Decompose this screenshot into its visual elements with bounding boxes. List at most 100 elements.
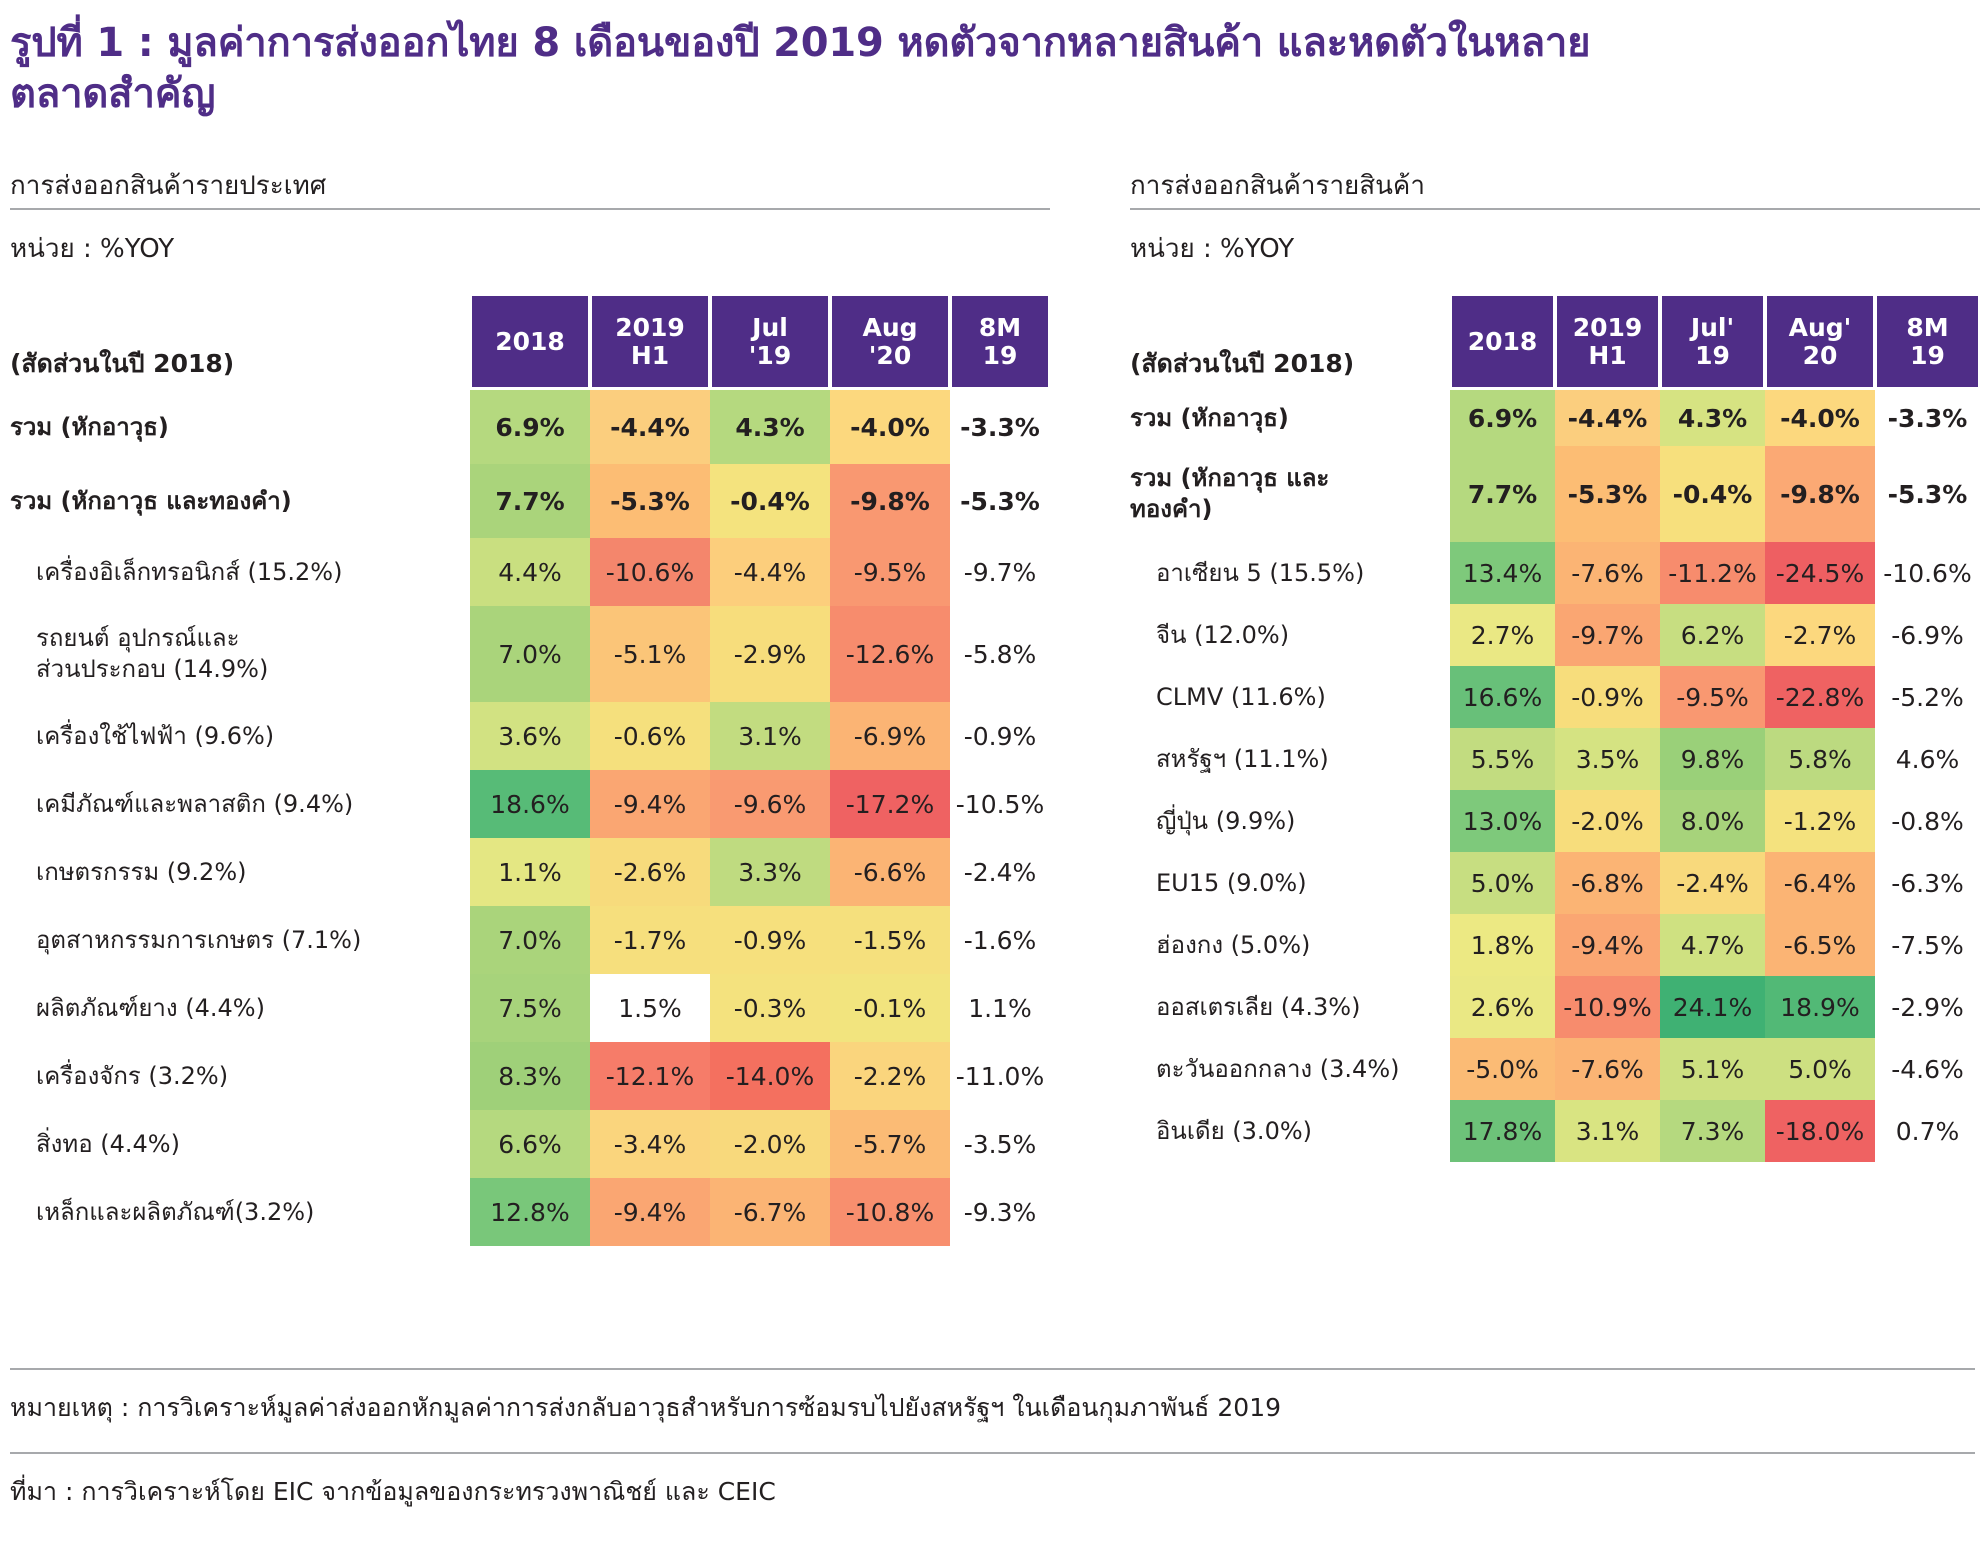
cell-value: -5.3% bbox=[950, 464, 1050, 538]
table-corner-cell: (สัดส่วนในปี 2018) bbox=[10, 296, 470, 390]
cell-value: -4.4% bbox=[590, 390, 710, 464]
table-row: รวม (หักอาวุธ) 6.9% -4.4% 4.3% -4.0% -3.3% bbox=[1130, 390, 1980, 446]
cell-value: -3.5% bbox=[950, 1110, 1050, 1178]
table-corner-cell: (สัดส่วนในปี 2018) bbox=[1130, 296, 1450, 390]
cell-value: -9.8% bbox=[1765, 446, 1875, 542]
cell-value: -5.3% bbox=[590, 464, 710, 538]
table-row: เครื่องจักร (3.2%) 8.3% -12.1% -14.0% -2.2% -… bbox=[10, 1042, 1050, 1110]
cell-value: -2.4% bbox=[950, 838, 1050, 906]
cell-value: -6.9% bbox=[1875, 604, 1980, 666]
cell-value: -2.6% bbox=[590, 838, 710, 906]
cell-value: -2.2% bbox=[830, 1042, 950, 1110]
source-text: ที่มา : การวิเคราะห์โดย EIC จากข้อมูลของ… bbox=[10, 1477, 776, 1506]
cell-value: -22.8% bbox=[1765, 666, 1875, 728]
cell-value: -0.9% bbox=[1555, 666, 1660, 728]
cell-value: -2.0% bbox=[1555, 790, 1660, 852]
share-year-label: (สัดส่วนในปี 2018) bbox=[1130, 349, 1355, 379]
column-header-1: 2018 bbox=[470, 296, 590, 390]
left-panel-subtitle: การส่งออกสินค้ารายประเทศ bbox=[10, 171, 327, 201]
row-label: เกษตรกรรม (9.2%) bbox=[36, 857, 247, 886]
row-label: ญี่ปุ่น (9.9%) bbox=[1156, 806, 1296, 835]
cell-value: -9.4% bbox=[590, 1178, 710, 1246]
table-row: อาเซียน 5 (15.5%) 13.4% -7.6% -11.2% -24.5% -… bbox=[1130, 542, 1980, 604]
table-row: อุตสาหกรรมการเกษตร (7.1%) 7.0% -1.7% -0.9% -… bbox=[10, 906, 1050, 974]
table-row: เกษตรกรรม (9.2%) 1.1% -2.6% 3.3% -6.6% -2.4% bbox=[10, 838, 1050, 906]
row-label: เครื่องอิเล็กทรอนิกส์ (15.2%) bbox=[36, 557, 343, 586]
cell-value: -7.6% bbox=[1555, 542, 1660, 604]
cell-value: -6.8% bbox=[1555, 852, 1660, 914]
column-header-4: Aug'20 bbox=[830, 296, 950, 390]
cell-value: 4.4% bbox=[470, 538, 590, 606]
table-row: ออสเตรเลีย (4.3%) 2.6% -10.9% 24.1% 18.9% -2.… bbox=[1130, 976, 1980, 1038]
cell-value: -5.2% bbox=[1875, 666, 1980, 728]
cell-value: 0.7% bbox=[1875, 1100, 1980, 1162]
table-row: รถยนต์ อุปกรณ์และ ส่วนประกอบ (14.9%) 7.0% -… bbox=[10, 606, 1050, 702]
cell-value: 13.4% bbox=[1450, 542, 1555, 604]
row-label: อินเดีย (3.0%) bbox=[1156, 1116, 1312, 1145]
table-row: CLMV (11.6%) 16.6% -0.9% -9.5% -22.8% -5.2% bbox=[1130, 666, 1980, 728]
left-table-body: รวม (หักอาวุธ) 6.9% -4.4% 4.3% -4.0% -3.3% รวม… bbox=[10, 390, 1050, 1246]
cell-value: -9.6% bbox=[710, 770, 830, 838]
cell-value: 8.3% bbox=[470, 1042, 590, 1110]
cell-value: -2.9% bbox=[710, 606, 830, 702]
cell-value: 7.0% bbox=[470, 606, 590, 702]
table-row: ตะวันออกกลาง (3.4%) -5.0% -7.6% 5.1% 5.0% -4.… bbox=[1130, 1038, 1980, 1100]
right-table-body: รวม (หักอาวุธ) 6.9% -4.4% 4.3% -4.0% -3.3% รวม… bbox=[1130, 390, 1980, 1162]
cell-value: -2.7% bbox=[1765, 604, 1875, 666]
cell-value: -10.5% bbox=[950, 770, 1050, 838]
row-label: ออสเตรเลีย (4.3%) bbox=[1156, 992, 1361, 1021]
cell-value: -24.5% bbox=[1765, 542, 1875, 604]
cell-value: -0.1% bbox=[830, 974, 950, 1042]
cell-value: -0.8% bbox=[1875, 790, 1980, 852]
cell-value: 6.9% bbox=[1450, 390, 1555, 446]
cell-value: -4.4% bbox=[1555, 390, 1660, 446]
cell-value: 24.1% bbox=[1660, 976, 1765, 1038]
cell-value: -6.7% bbox=[710, 1178, 830, 1246]
cell-value: -3.3% bbox=[950, 390, 1050, 464]
cell-value: 4.7% bbox=[1660, 914, 1765, 976]
cell-value: -4.4% bbox=[710, 538, 830, 606]
column-header-3: Jul'19 bbox=[1660, 296, 1765, 390]
cell-value: -11.2% bbox=[1660, 542, 1765, 604]
table-row: รวม (หักอาวุธ และทองคำ)7.7%-5.3%-0.4%-9.… bbox=[1130, 446, 1980, 542]
cell-value: 3.1% bbox=[1555, 1100, 1660, 1162]
cell-value: -2.4% bbox=[1660, 852, 1765, 914]
share-year-label: (สัดส่วนในปี 2018) bbox=[10, 349, 235, 379]
cell-value: 2.7% bbox=[1450, 604, 1555, 666]
cell-value: -2.0% bbox=[710, 1110, 830, 1178]
cell-value: 7.5% bbox=[470, 974, 590, 1042]
column-header-5: 8M 19 bbox=[950, 296, 1050, 390]
cell-value: -10.9% bbox=[1555, 976, 1660, 1038]
cell-value: 3.6% bbox=[470, 702, 590, 770]
cell-value: -0.9% bbox=[710, 906, 830, 974]
table-row: รวม (หักอาวุธ) 6.9% -4.4% 4.3% -4.0% -3.3% bbox=[10, 390, 1050, 464]
note-divider-top bbox=[10, 1368, 1975, 1370]
page-title: รูปที่ 1 : มูลค่าการส่งออกไทย 8 เดือนของ… bbox=[10, 20, 1591, 118]
cell-value: -10.6% bbox=[1875, 542, 1980, 604]
cell-value: -14.0% bbox=[710, 1042, 830, 1110]
column-header-3: Jul'19 bbox=[710, 296, 830, 390]
cell-value: -9.5% bbox=[830, 538, 950, 606]
cell-value: -0.4% bbox=[1660, 446, 1765, 542]
cell-value: -9.7% bbox=[1555, 604, 1660, 666]
cell-value: 13.0% bbox=[1450, 790, 1555, 852]
cell-value: -9.4% bbox=[590, 770, 710, 838]
note-divider-bottom bbox=[10, 1452, 1975, 1454]
table-row: สหรัฐฯ (11.1%) 5.5% 3.5% 9.8% 5.8% 4.6% bbox=[1130, 728, 1980, 790]
cell-value: -9.5% bbox=[1660, 666, 1765, 728]
cell-value: -12.1% bbox=[590, 1042, 710, 1110]
cell-value: -5.0% bbox=[1450, 1038, 1555, 1100]
cell-value: -9.8% bbox=[830, 464, 950, 538]
row-label: รวม (หักอาวุธ และทองคำ) bbox=[10, 486, 292, 515]
cell-value: -0.3% bbox=[710, 974, 830, 1042]
cell-value: -6.6% bbox=[830, 838, 950, 906]
cell-value: 7.7% bbox=[470, 464, 590, 538]
cell-value: -9.3% bbox=[950, 1178, 1050, 1246]
cell-value: -10.6% bbox=[590, 538, 710, 606]
cell-value: 1.1% bbox=[470, 838, 590, 906]
left-table-header: (สัดส่วนในปี 2018) 2018 2019 H1 Jul '19 Aug '20… bbox=[10, 296, 1050, 390]
cell-value: -6.4% bbox=[1765, 852, 1875, 914]
cell-value: 4.3% bbox=[710, 390, 830, 464]
cell-value: -1.2% bbox=[1765, 790, 1875, 852]
exports-by-country-table: (สัดส่วนในปี 2018) 2018 2019 H1 Jul '19 Aug '20… bbox=[10, 296, 1050, 1246]
